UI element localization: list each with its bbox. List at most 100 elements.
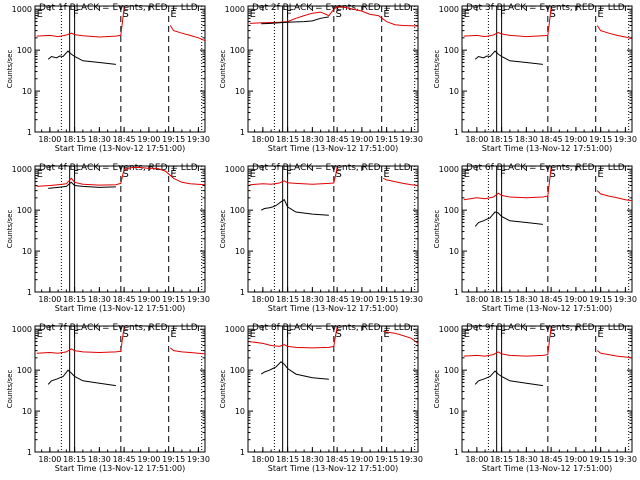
x-tick-label: 19:30 [614,135,637,144]
events-rate-line [48,181,116,189]
y-tick-label: 100 [230,46,245,55]
detector-panel: Det 3f BLACK = Events, RED = LLD 1 10 100 10… [433,3,637,153]
y-tick-label: 1000 [225,325,245,334]
x-tick-label: 19:00 [564,455,587,464]
lld-rate-line [249,6,419,27]
x-tick-label: 18:15 [63,295,86,304]
x-tick-label: 18:30 [515,455,538,464]
y-tick-label: 1 [454,288,459,297]
detector-panel: Det 5f BLACK = Events, RED = LLD 1 10 100 10… [219,163,423,313]
event-marker: E [250,329,256,340]
y-tick-label: 100 [17,206,32,215]
events-rate-line [47,50,116,65]
event-marker: S [122,9,128,20]
panel-title: Det 5f BLACK = Events, RED = LLD [252,163,411,173]
event-marker: E [170,329,176,340]
panel-title: Det 7f BLACK = Events, RED = LLD [39,323,198,333]
x-axis-label: Start Time (13-Nov-12 17:51:00) [268,464,398,473]
x-tick-label: 19:15 [162,295,185,304]
x-tick-label: 18:15 [276,295,299,304]
x-axis-label: Start Time (13-Nov-12 17:51:00) [482,464,612,473]
lld-rate-line [463,7,633,40]
lld-rate-line [463,327,633,359]
events-rate-line [260,198,329,216]
event-marker: E [170,169,176,180]
event-marker: E [597,169,603,180]
y-tick-label: 1000 [225,165,245,174]
x-tick-label: 19:30 [187,295,210,304]
detector-panel: Det 2f BLACK = Events, RED = LLD 1 10 100 10… [219,3,423,153]
x-tick-label: 18:45 [326,135,349,144]
x-tick-label: 18:30 [88,455,111,464]
y-tick-label: 10 [449,407,459,416]
y-axis-label: Counts/sec [6,50,14,89]
y-tick-label: 100 [444,206,459,215]
lld-rate-line [249,327,419,349]
events-rate-line [474,211,543,227]
events-rate-line [260,361,329,380]
panel-title: Det 3f BLACK = Events, RED = LLD [466,3,625,13]
event-marker: S [335,169,341,180]
lld-rate-line [249,167,419,186]
panel-title: Det 8f BLACK = Events, RED = LLD [252,323,411,333]
detector-panel: Det 6f BLACK = Events, RED = LLD 1 10 100 10… [433,163,637,313]
x-tick-label: 18:30 [301,455,324,464]
y-axis-label: Counts/sec [6,210,14,249]
event-marker: F [286,9,292,20]
y-tick-label: 10 [449,87,459,96]
x-tick-label: 19:15 [162,455,185,464]
plot-frame [461,325,633,453]
y-tick-label: 10 [22,407,32,416]
x-tick-label: 18:15 [490,455,513,464]
y-axis-label: Counts/sec [433,50,441,89]
y-tick-label: 1000 [439,165,459,174]
lld-rate-line [36,7,206,42]
y-tick-label: 1 [240,448,245,457]
x-tick-label: 18:45 [540,455,563,464]
detector-panel: Det 4f BLACK = Events, RED = LLD 1 10 100 10… [6,163,210,313]
x-tick-label: 18:45 [326,455,349,464]
panel-title: Det 2f BLACK = Events, RED = LLD [252,3,411,13]
event-marker: E [37,329,43,340]
y-tick-label: 100 [230,206,245,215]
event-marker: E [383,9,389,20]
x-axis-label: Start Time (13-Nov-12 17:51:00) [55,464,185,473]
x-tick-label: 18:45 [113,295,136,304]
event-marker: S [122,329,128,340]
plot-frame [247,5,419,133]
y-tick-label: 1000 [439,325,459,334]
event-marker: S [335,329,341,340]
y-tick-label: 10 [22,87,32,96]
event-marker: E [170,9,176,20]
plot-frame [247,325,419,453]
y-tick-label: 1 [454,448,459,457]
event-marker: E [464,329,470,340]
y-tick-label: 100 [444,46,459,55]
events-rate-line [474,50,543,65]
x-axis-label: Start Time (13-Nov-12 17:51:00) [482,304,612,313]
y-tick-label: 1 [454,128,459,137]
x-tick-label: 18:30 [88,135,111,144]
x-tick-label: 19:00 [564,295,587,304]
x-tick-label: 18:15 [63,455,86,464]
x-tick-label: 19:30 [614,455,637,464]
x-tick-label: 18:45 [540,135,563,144]
y-tick-label: 1000 [12,165,32,174]
x-tick-label: 18:15 [63,135,86,144]
lld-rate-line [463,167,633,202]
event-marker: F [500,169,506,180]
y-axis-label: Counts/sec [433,370,441,409]
plot-frame [34,165,206,293]
x-tick-label: 19:30 [614,295,637,304]
panel-title: Det 1f BLACK = Events, RED = LLD [39,3,198,13]
x-tick-label: 19:15 [375,295,398,304]
event-marker: F [286,329,292,340]
x-axis-label: Start Time (13-Nov-12 17:51:00) [482,144,612,153]
event-marker: E [597,329,603,340]
y-tick-label: 1000 [439,5,459,14]
plot-frame [247,165,419,293]
event-marker: E [37,9,43,20]
event-marker: E [383,329,389,340]
y-axis-label: Counts/sec [6,370,14,409]
